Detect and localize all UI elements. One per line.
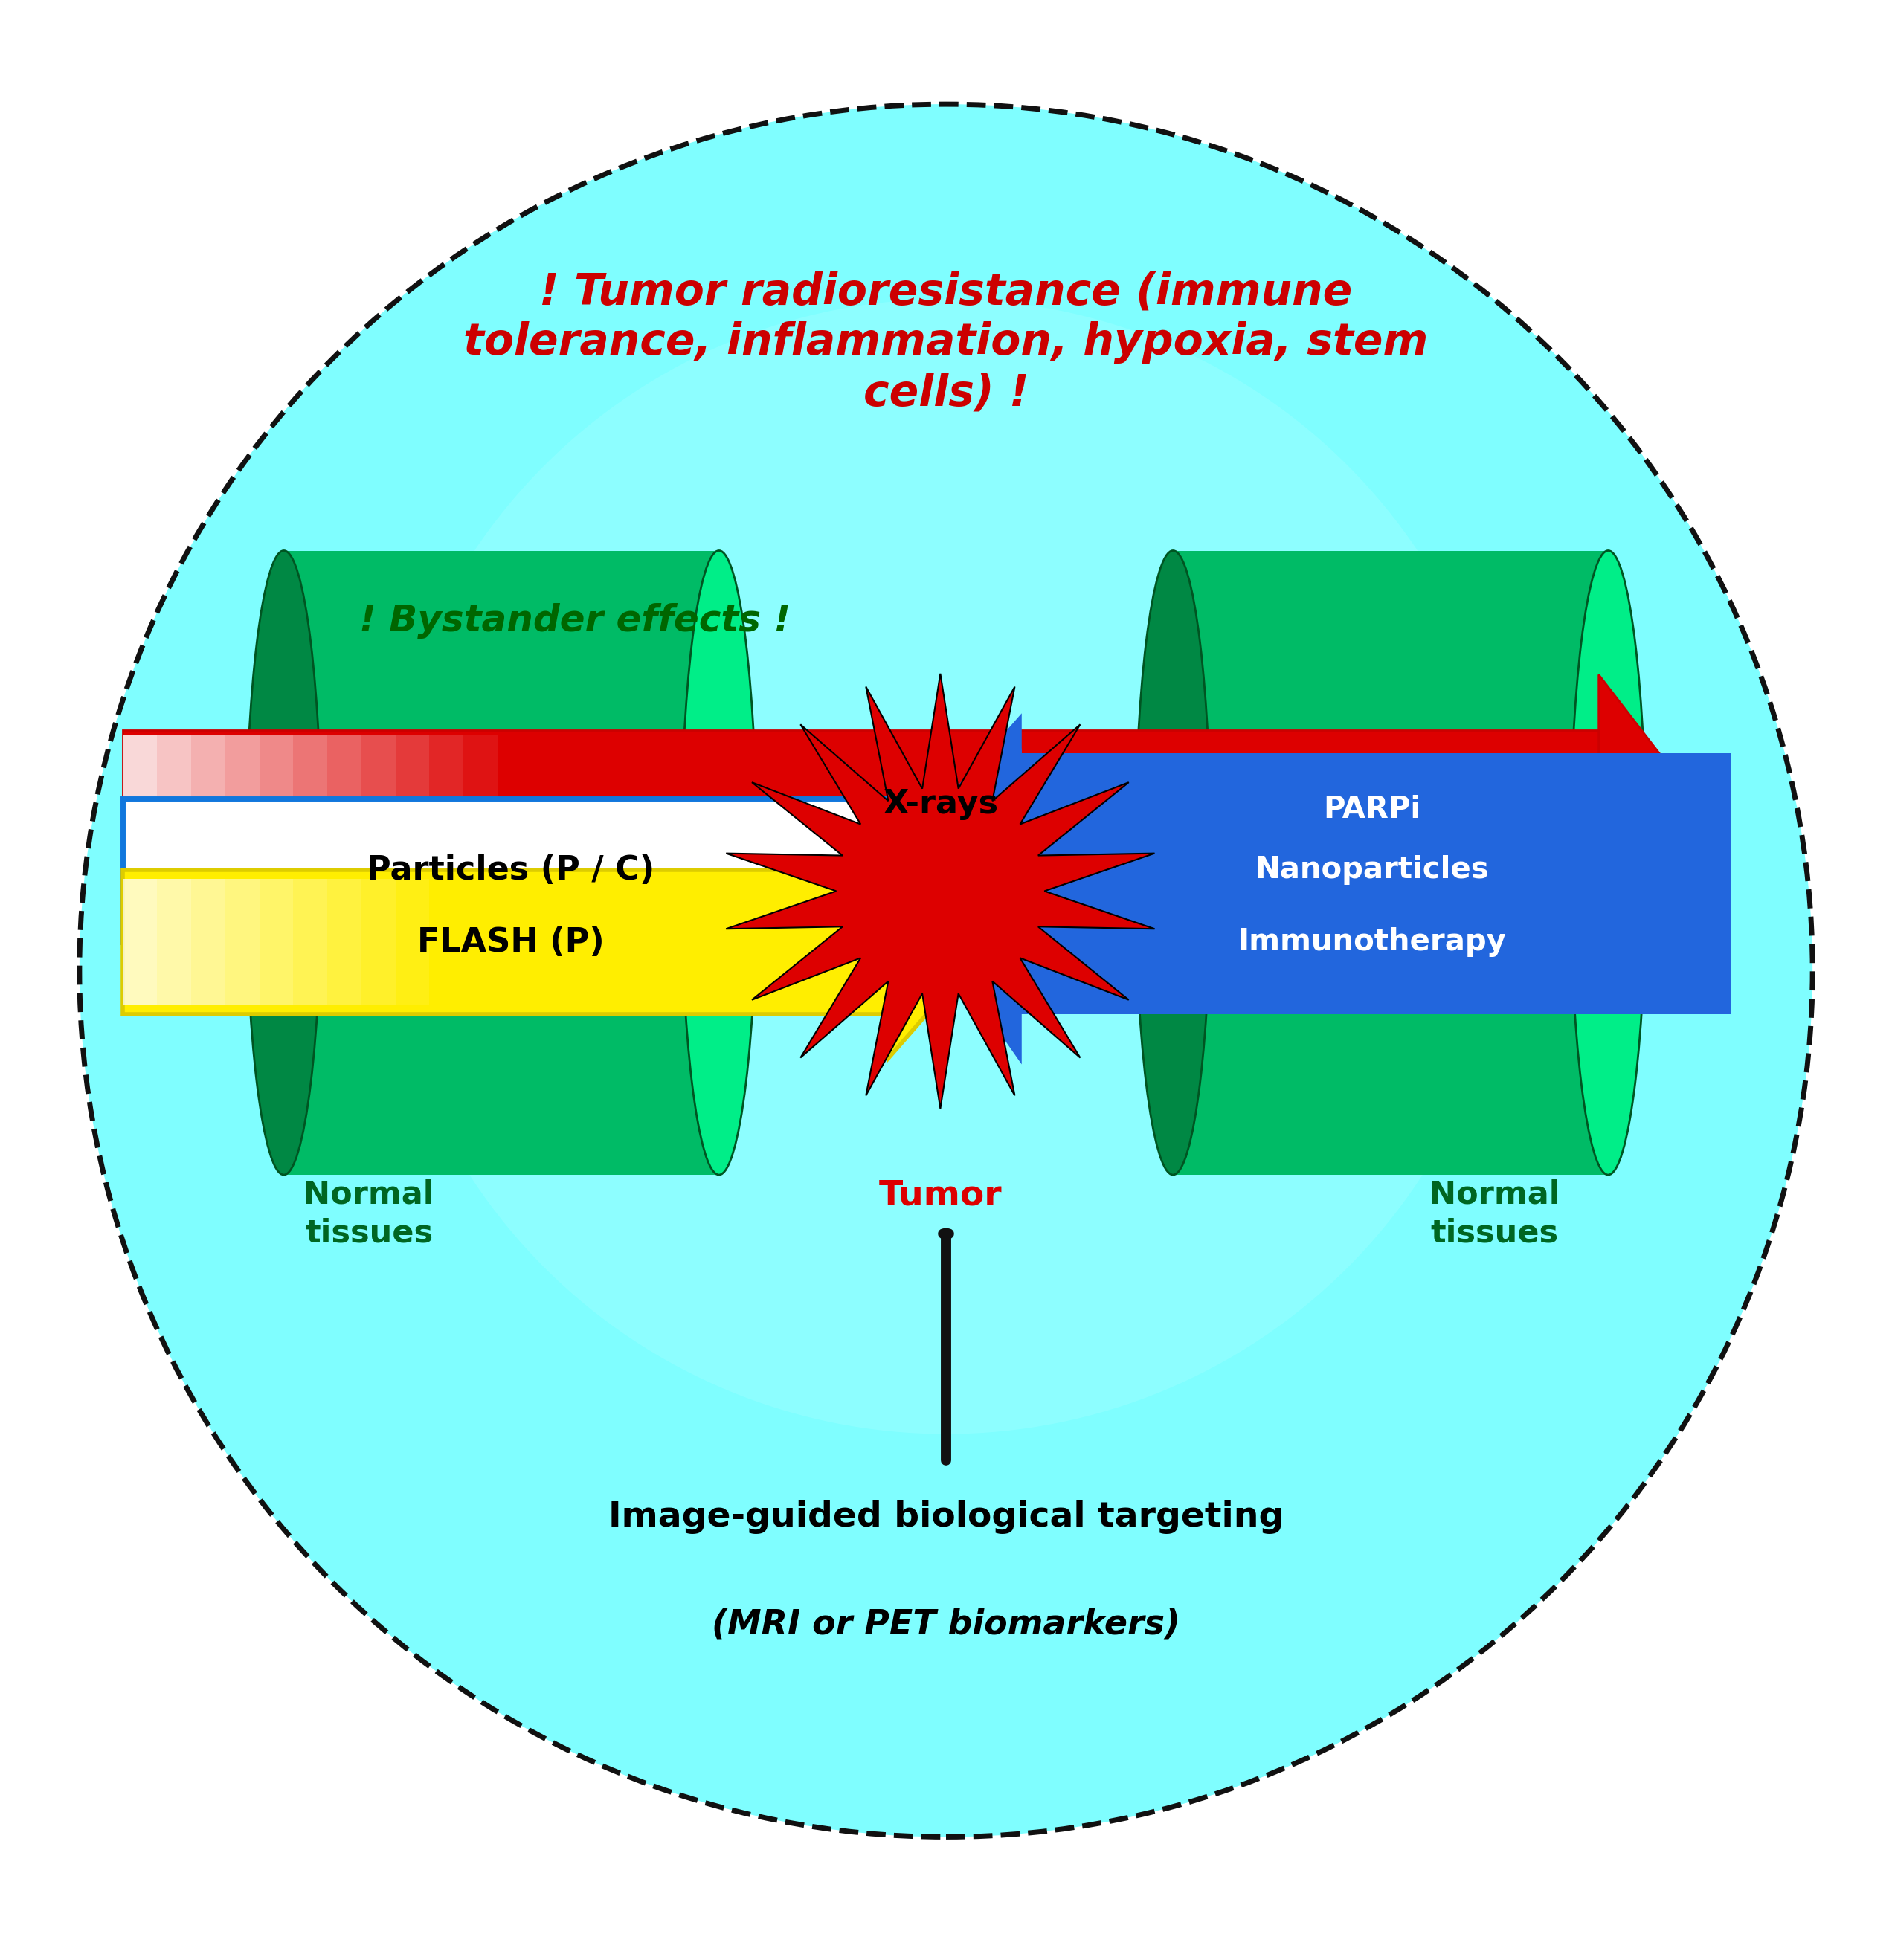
Polygon shape [1173,551,1608,1174]
Polygon shape [1012,753,1731,866]
Polygon shape [259,878,293,1005]
Polygon shape [123,731,1627,890]
Polygon shape [157,735,191,886]
Polygon shape [123,735,157,886]
Text: ! Tumor radioresistance (​immune
tolerance, inflammation, hypoxia, stem
cells) !: ! Tumor radioresistance (​immune toleran… [464,270,1428,414]
Text: (MRI or PET biomarkers): (MRI or PET biomarkers) [711,1607,1181,1641]
Polygon shape [361,878,395,1005]
Polygon shape [327,878,361,1005]
Text: X-rays: X-rays [884,788,997,819]
Polygon shape [395,735,429,886]
Polygon shape [293,735,327,886]
Text: Image-guided biological targeting: Image-guided biological targeting [607,1499,1285,1533]
Polygon shape [191,878,225,1005]
Polygon shape [123,798,899,943]
Polygon shape [464,735,498,886]
Polygon shape [225,878,259,1005]
Polygon shape [361,735,395,886]
Polygon shape [225,735,259,886]
Polygon shape [293,878,327,1005]
Polygon shape [1012,870,1731,1013]
Text: Nanoparticles: Nanoparticles [1254,855,1489,886]
Polygon shape [395,878,429,1005]
Polygon shape [327,735,361,886]
Text: Immunotherapy: Immunotherapy [1237,927,1506,956]
Polygon shape [1012,798,1731,943]
Circle shape [378,300,1514,1435]
Polygon shape [123,878,157,1005]
Text: Normal
tissues: Normal tissues [305,1178,433,1249]
Text: Particles (P / C): Particles (P / C) [367,855,655,886]
Ellipse shape [1570,551,1646,1174]
Ellipse shape [1135,551,1211,1174]
Polygon shape [429,735,464,886]
Polygon shape [157,878,191,1005]
Polygon shape [284,551,719,1174]
Polygon shape [259,735,293,886]
Polygon shape [937,819,1022,1064]
Polygon shape [937,713,1022,906]
Polygon shape [1599,674,1703,945]
Text: Normal
tissues: Normal tissues [1430,1178,1559,1249]
Polygon shape [889,827,990,1056]
Ellipse shape [246,551,322,1174]
Polygon shape [727,674,1154,1109]
Polygon shape [937,749,1022,992]
Polygon shape [191,735,225,886]
Text: Tumor: Tumor [878,1178,1003,1211]
Text: ! Bystander effects !: ! Bystander effects ! [359,604,791,639]
Polygon shape [123,870,899,1013]
Text: PARPi: PARPi [1323,796,1421,825]
Ellipse shape [681,551,757,1174]
Text: FLASH (P): FLASH (P) [418,927,604,958]
Circle shape [79,104,1813,1837]
